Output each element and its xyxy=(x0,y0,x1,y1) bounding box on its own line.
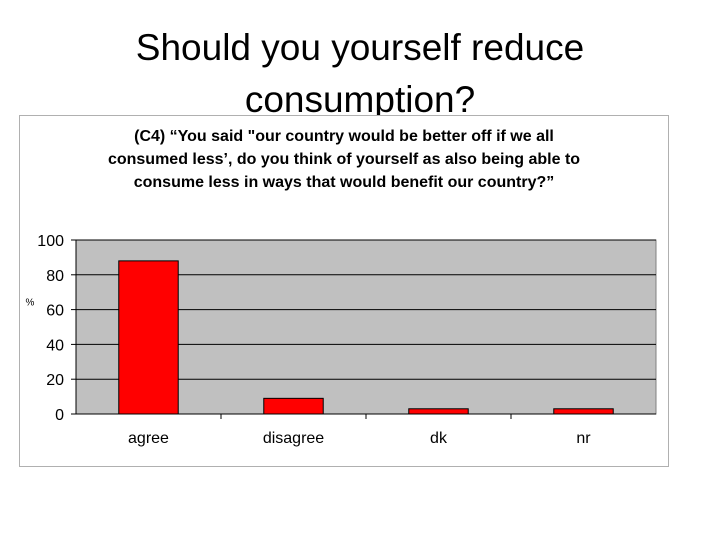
y-axis-label: % xyxy=(26,298,35,309)
bar-nr xyxy=(553,408,614,415)
y-tick-label: 80 xyxy=(46,268,64,285)
y-tick-label: 20 xyxy=(46,372,64,389)
slide-title: Should you yourself reduce consumption? xyxy=(0,22,720,126)
chart-title-line-3: consume less in ways that would benefit … xyxy=(133,174,555,191)
x-tick-label: disagree xyxy=(263,430,324,447)
bar-disagree xyxy=(263,397,324,415)
x-tick-label: dk xyxy=(430,430,448,447)
x-tick-label: agree xyxy=(128,430,169,447)
chart-title-line-1: (C4) “You said "our country would be bet… xyxy=(134,128,554,145)
slide-title-line-2: consumption? xyxy=(244,79,476,120)
chart-title-line-2: consumed less’, do you think of yourself… xyxy=(107,151,581,168)
bar-agree xyxy=(118,260,179,415)
y-tick-label: 100 xyxy=(37,233,64,250)
x-tick-label: nr xyxy=(576,430,591,447)
slide-title-line-1: Should you yourself reduce xyxy=(135,27,585,68)
y-tick-label: 40 xyxy=(46,337,64,354)
chart-title: (C4) “You said "our country would be bet… xyxy=(19,125,669,194)
y-tick-label: 0 xyxy=(55,407,64,424)
bar-dk xyxy=(408,408,469,415)
y-tick-label: 60 xyxy=(46,303,64,320)
